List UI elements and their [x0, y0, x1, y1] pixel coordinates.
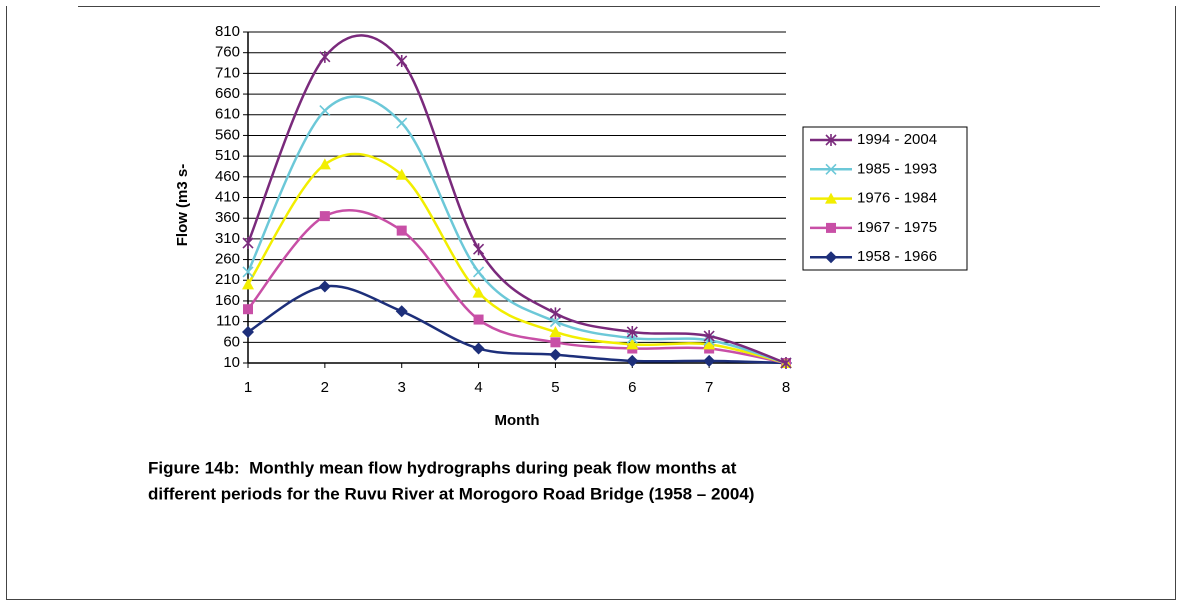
caption-line: different periods for the Ruvu River at …: [148, 484, 754, 503]
marker: [626, 354, 639, 367]
y-tick-label: 560: [215, 126, 240, 143]
marker: [319, 211, 330, 222]
marker: [472, 342, 485, 355]
marker: [549, 307, 561, 320]
marker: [242, 325, 254, 338]
marker: [473, 266, 485, 278]
y-tick-label: 160: [215, 292, 240, 309]
marker: [243, 304, 253, 315]
y-tick-label: 410: [215, 188, 240, 205]
legend: 1994 - 2004 1985 - 1993 1976 - 1984 1967 - …: [802, 126, 968, 271]
series-line: [246, 34, 787, 365]
marker: [472, 286, 485, 298]
marker: [395, 305, 408, 318]
marker: [395, 168, 408, 180]
marker: [826, 222, 836, 233]
y-axis-label: Flow (m3 s-: [174, 164, 191, 247]
marker: [550, 337, 561, 348]
x-tick-label: 6: [628, 379, 636, 396]
legend-label: 1976 - 1984: [857, 190, 937, 207]
marker: [396, 54, 408, 67]
x-tick-label: 5: [551, 379, 559, 396]
caption-line: Figure 14b: Monthly mean flow hydrograph…: [148, 458, 737, 477]
y-tick-label: 460: [215, 168, 240, 185]
marker: [825, 192, 837, 204]
x-tick-label: 1: [244, 379, 252, 396]
x-tick-label: 2: [321, 379, 329, 396]
y-tick-label: 610: [215, 106, 240, 123]
y-tick-label: 360: [215, 209, 240, 226]
y-tick-label: 510: [215, 147, 240, 164]
marker: [549, 316, 561, 328]
legend-label: 1985 - 1993: [857, 160, 937, 177]
marker: [396, 225, 407, 236]
marker: [825, 251, 837, 264]
marker: [780, 357, 792, 369]
marker: [242, 237, 254, 250]
legend-label: 1994 - 2004: [857, 131, 937, 148]
y-tick-label: 10: [223, 354, 240, 371]
marker: [549, 348, 562, 361]
series-line: [246, 95, 787, 365]
x-tick-label: 8: [782, 379, 790, 396]
y-tick-label: 260: [215, 251, 240, 268]
marker: [318, 158, 331, 170]
y-tick-label: 210: [215, 271, 240, 288]
y-tick-label: 760: [215, 44, 240, 61]
y-tick-label: 710: [215, 64, 240, 81]
y-tick-label: 60: [223, 333, 240, 350]
y-tick-label: 110: [216, 313, 240, 330]
marker: [242, 266, 254, 278]
marker: [318, 280, 331, 293]
x-tick-label: 3: [398, 379, 406, 396]
marker: [549, 325, 562, 337]
x-tick-label: 4: [474, 379, 482, 396]
marker: [626, 338, 639, 350]
legend-label: 1967 - 1975: [857, 219, 937, 236]
plot: 10 60 110 160 210 260 310 360 410 460 510 560 610 660…: [215, 23, 968, 396]
marker: [473, 243, 485, 256]
marker: [825, 134, 837, 146]
y-tick-label: 310: [215, 230, 240, 247]
marker: [319, 105, 331, 117]
marker: [703, 338, 716, 350]
marker: [396, 117, 408, 129]
marker: [825, 163, 837, 175]
marker: [242, 278, 254, 290]
marker: [473, 314, 484, 325]
marker: [703, 354, 716, 367]
y-tick-label: 660: [215, 85, 240, 102]
x-tick-label: 7: [705, 379, 713, 396]
y-tick-label: 810: [215, 23, 240, 40]
legend-label: 1958 - 1966: [857, 248, 937, 265]
x-axis-label: Month: [495, 412, 540, 429]
marker: [626, 325, 638, 338]
marker: [703, 330, 715, 343]
marker: [319, 50, 331, 63]
